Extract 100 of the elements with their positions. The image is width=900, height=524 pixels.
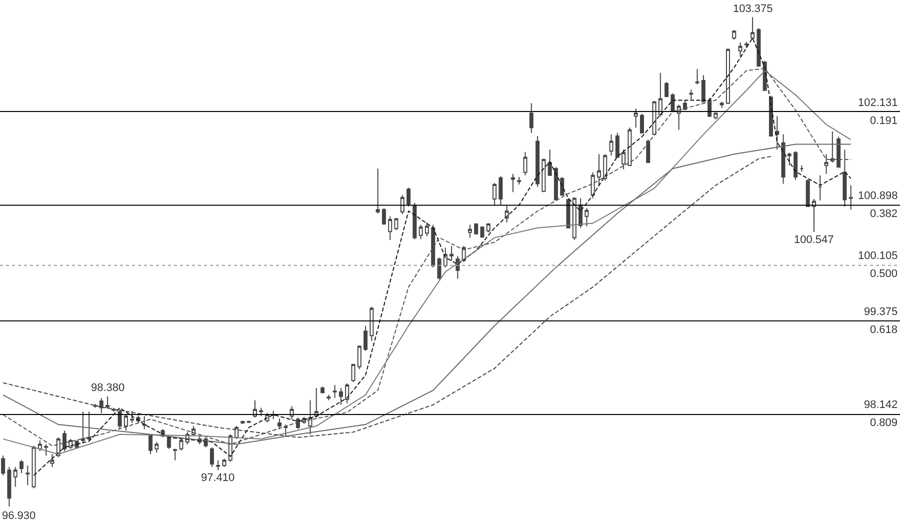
- candlestick: [848, 184, 853, 210]
- candlestick: [320, 386, 325, 394]
- candlestick: [130, 410, 134, 424]
- ref-line-label: 102.131: [858, 97, 898, 109]
- candlestick: [364, 325, 368, 352]
- candlestick: [252, 400, 257, 418]
- annotation: 100.547: [794, 234, 834, 246]
- annotation: 103.375: [733, 3, 773, 15]
- candlestick: [794, 150, 798, 180]
- candlestick: [338, 388, 343, 406]
- candlestick: [332, 384, 337, 398]
- candlestick: [536, 135, 540, 188]
- candlestick: [658, 72, 662, 117]
- candlestick: [124, 414, 128, 432]
- candlestick: [701, 74, 706, 102]
- candlestick: [824, 154, 828, 174]
- annotation: 0.500: [870, 268, 898, 280]
- candlestick: [216, 460, 220, 471]
- candlestick: [664, 82, 669, 98]
- candlestick: [603, 154, 608, 182]
- candlestick: [775, 116, 780, 150]
- candlestick: [179, 438, 184, 451]
- candlestick: [572, 196, 576, 240]
- candlestick: [106, 396, 110, 410]
- candlestick: [689, 89, 694, 100]
- candlestick: [842, 149, 847, 208]
- candlestick: [7, 466, 12, 508]
- candlestick: [732, 30, 736, 40]
- candlestick: [787, 152, 792, 166]
- candlestick: [154, 441, 159, 454]
- candlestick: [818, 174, 822, 201]
- candlestick: [566, 198, 570, 228]
- candlestick: [542, 158, 546, 193]
- candlestick: [394, 217, 398, 231]
- candlestick: [720, 101, 724, 108]
- candlestick: [468, 224, 472, 238]
- candlestick: [584, 208, 589, 227]
- candlestick: [351, 363, 356, 382]
- annotation: 0.618: [870, 324, 898, 336]
- candlestick: [278, 418, 282, 430]
- candlestick: [424, 222, 429, 237]
- candlestick: [498, 176, 503, 206]
- candlestick: [523, 151, 528, 176]
- annotation: 98.380: [91, 382, 125, 394]
- candlestick: [148, 434, 153, 455]
- candlestick: [695, 68, 700, 85]
- annotation: 96.930: [2, 510, 36, 522]
- annotation: 0.191: [870, 115, 898, 127]
- candlestick: [259, 407, 264, 417]
- candlestick: [781, 134, 786, 184]
- candlestick: [99, 397, 104, 414]
- candlestick: [26, 465, 30, 486]
- candlestick: [173, 448, 178, 461]
- candlestick: [744, 41, 748, 48]
- candlestick: [609, 134, 614, 156]
- candlestick: [492, 182, 497, 206]
- candlestick: [20, 460, 24, 474]
- candlestick: [80, 411, 85, 444]
- candlestick: [437, 256, 442, 280]
- ref-line-label: 99.375: [864, 306, 898, 318]
- candlestick: [640, 113, 644, 134]
- candlestick: [142, 416, 146, 430]
- candlestick: [87, 411, 92, 441]
- candlestick: [474, 222, 478, 236]
- candlestick: [510, 173, 515, 193]
- candlestick: [50, 454, 54, 468]
- candlestick: [400, 194, 404, 215]
- candlestick: [118, 408, 122, 430]
- candlestick: [382, 208, 386, 226]
- candlestick: [812, 198, 816, 232]
- candlestick: [370, 306, 374, 342]
- candlestick: [646, 139, 650, 164]
- candlestick: [357, 345, 362, 370]
- candlestick: [376, 168, 380, 214]
- candlestick: [548, 149, 552, 176]
- candlestick: [38, 440, 42, 452]
- candlestick: [756, 28, 761, 67]
- ref-line-label: 100.898: [858, 190, 898, 202]
- candlestick: [222, 458, 226, 468]
- candlestick: [166, 435, 171, 450]
- ref-line-label: 100.105: [858, 250, 898, 262]
- candlestick: [480, 226, 484, 238]
- candlestick: [1, 455, 6, 476]
- candlestick: [412, 202, 417, 240]
- candlestick: [615, 132, 620, 158]
- candlestick: [836, 136, 841, 168]
- candlestick: [210, 446, 214, 468]
- annotation: 0.382: [870, 208, 898, 220]
- candlestick: [13, 466, 18, 488]
- candlestick: [830, 130, 834, 164]
- candlestick: [240, 420, 245, 424]
- candlestick: [450, 246, 454, 261]
- candlestick: [634, 108, 638, 128]
- candlestick: [326, 394, 331, 401]
- candlestick: [431, 224, 436, 268]
- annotation: 97.410: [201, 472, 235, 484]
- candlestick: [388, 216, 392, 240]
- candlestick: [714, 112, 718, 120]
- candlestick: [406, 187, 411, 208]
- candlestick: [628, 127, 632, 166]
